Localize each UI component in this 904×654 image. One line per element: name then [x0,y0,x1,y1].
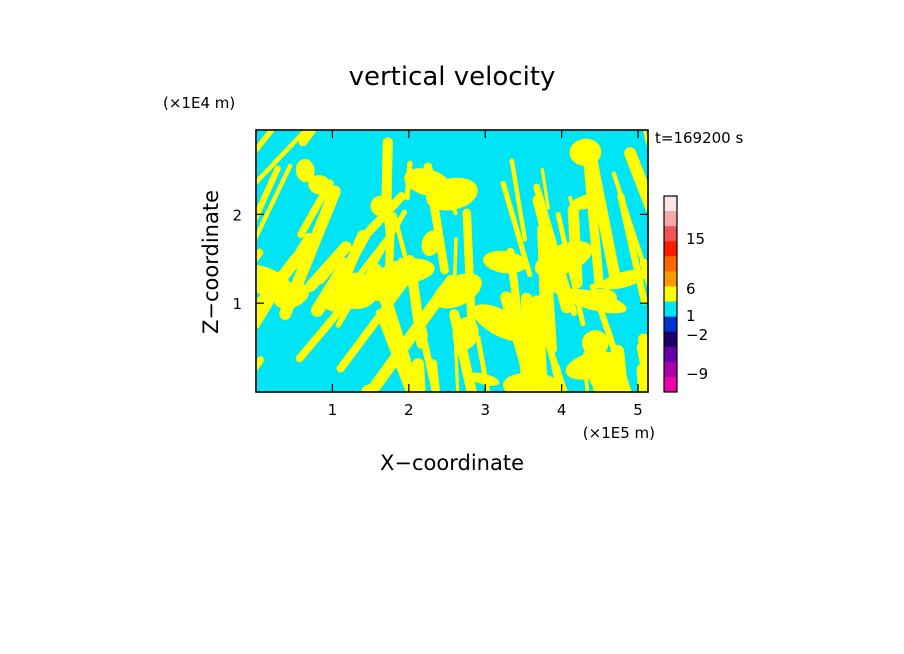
positive-velocity-patch [502,372,563,392]
x-axis-label: X−coordinate [380,451,524,475]
colorbar-level [664,316,677,333]
positive-velocity-band [500,180,533,278]
positive-velocity-patch [404,168,451,197]
positive-velocity-band [250,26,332,120]
positive-velocity-patch [308,174,331,195]
positive-velocity-band [540,167,550,210]
positive-velocity-band [637,172,648,210]
positive-velocity-band [475,335,491,392]
positive-velocity-patch [600,269,648,290]
x-tick-label: 3 [480,401,490,419]
x-tick-label: 5 [633,401,643,419]
positive-velocity-band [256,165,281,224]
positive-velocity-band [615,400,629,539]
positive-velocity-band [453,331,460,392]
positive-velocity-band [404,365,420,392]
positive-velocity-band [256,322,258,331]
colorbar-level [664,286,677,303]
positive-velocity-band [305,241,352,292]
positive-velocity-band [383,215,394,269]
colorbar-level [664,331,677,348]
colorbar-level [664,376,677,393]
positive-velocity-band [537,224,552,334]
x-axis: 1 2 3 4 5 [328,130,643,419]
positive-velocity-band [509,158,527,242]
positive-velocity-band [412,358,426,392]
positive-velocity-patch [570,193,601,210]
y-unit-label: (×1E4 m) [163,94,235,112]
positive-velocity-patch [295,158,315,183]
colorbar-tick-label: 15 [686,230,705,248]
colorbar-tick-label: 1 [686,307,696,325]
positive-velocity-band [462,208,476,333]
positive-velocity-band [375,309,413,392]
colorbar: 15 6 1−2 −9 [663,195,708,393]
colorbar-level [664,271,677,287]
colorbar-level [664,211,677,227]
positive-velocity-patch [370,195,391,217]
positive-velocity-band [443,400,450,433]
x-tick-label: 4 [557,401,567,419]
positive-velocity-patch [320,280,363,310]
positive-velocity-patch [433,273,482,309]
positive-velocity-patch [421,230,441,256]
positive-velocity-patch [588,360,628,392]
y-tick-label: 1 [232,295,242,313]
positive-velocity-band [358,230,395,276]
positive-velocity-patch [468,372,500,386]
positive-velocity-band [256,130,310,186]
plot-area [250,26,666,539]
positive-velocity-patch [482,250,527,274]
colorbar-level [664,226,677,242]
positive-velocity-band [256,248,264,264]
positive-velocity-band [520,292,539,392]
positive-velocity-band [298,130,318,147]
positive-velocity-patch [357,273,403,302]
colorbar-level [664,301,677,318]
colorbar-level [664,256,677,272]
colorbar-level [664,361,677,378]
positive-velocity-patch [361,384,379,392]
positive-velocity-band [256,130,258,133]
y-tick-label: 2 [232,206,242,224]
colorbar-level [664,346,677,363]
positive-velocity-band [611,171,648,282]
y-axis: 12 [232,206,648,313]
positive-velocity-band [256,163,293,243]
plot-frame [255,129,649,393]
colorbar-level [664,196,677,212]
colorbar-tick-label: −9 [686,365,708,383]
positive-velocity-band [617,192,648,305]
positive-velocity-patch [569,138,602,166]
positive-velocity-band [642,130,648,152]
positive-velocity-patch [581,330,609,356]
positive-velocity-band [381,137,393,214]
colorbar-tick-label: 6 [686,280,696,298]
positive-velocity-patch [452,317,479,350]
positive-velocity-band [591,371,607,392]
x-unit-label: (×1E5 m) [583,424,655,442]
positive-velocity-patch [256,264,293,298]
colorbar-tick-label: −2 [686,326,708,344]
positive-velocity-patch [274,283,310,310]
positive-velocity-patch [561,288,627,314]
positive-velocity-patch [534,241,593,277]
positive-velocity-patch [472,304,529,342]
time-label: t=169200 s [655,129,743,147]
x-tick-label: 2 [404,401,414,419]
colorbar-level [664,241,677,257]
chart-title: vertical velocity [349,62,556,92]
positive-velocity-band [541,325,569,392]
field-stripes [250,26,666,539]
y-axis-label: Z−coordinate [199,190,223,334]
colorbar-frame [663,195,678,393]
positive-velocity-band [655,389,666,419]
x-tick-label: 1 [328,401,338,419]
positive-velocity-band [584,143,622,288]
